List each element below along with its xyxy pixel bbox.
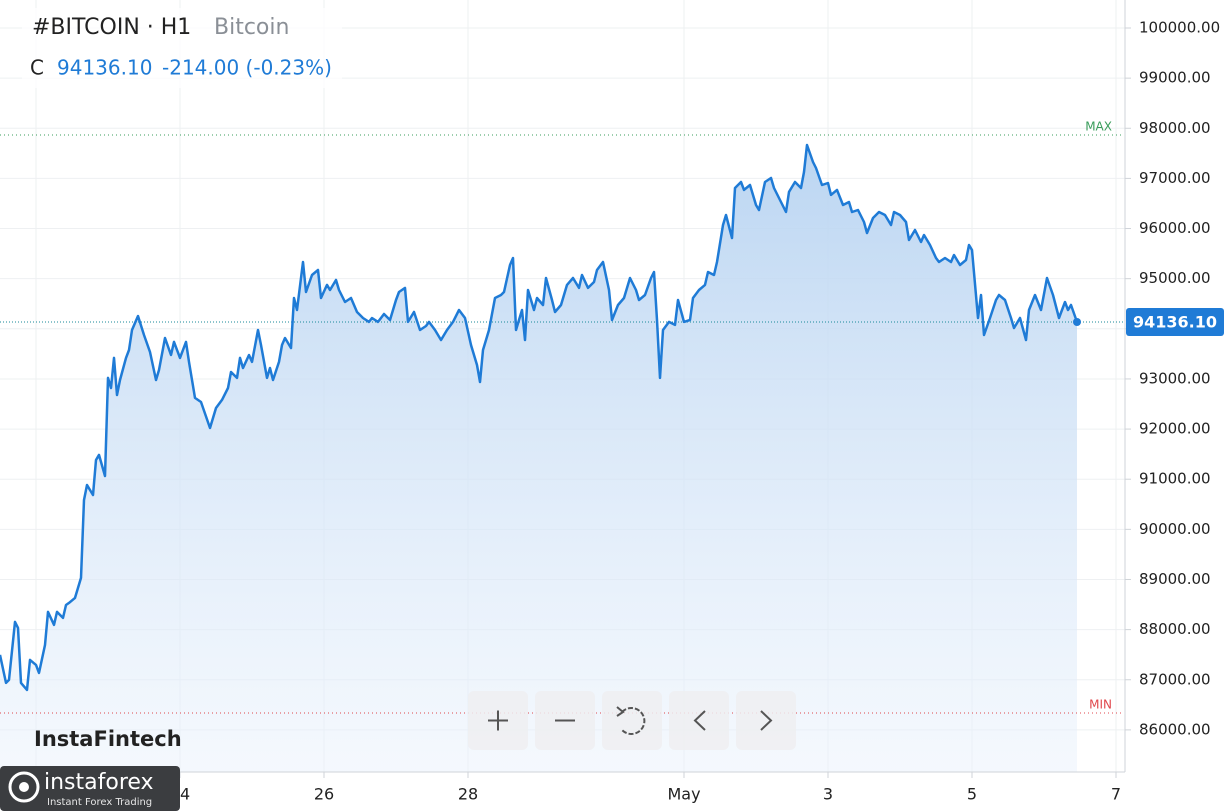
y-tick-label: 90000.00 bbox=[1139, 520, 1211, 538]
controls bbox=[468, 691, 796, 750]
change-value: -214.00 (-0.23%) bbox=[162, 56, 332, 80]
logo-icon-core bbox=[19, 782, 29, 792]
x-tick-label: 28 bbox=[458, 785, 478, 804]
x-tick-label: May bbox=[667, 785, 700, 804]
header: #BITCOIN · H1 Bitcoin C 94136.10 -214.00… bbox=[22, 8, 342, 88]
last-point bbox=[1073, 317, 1081, 326]
close-value: 94136.10 bbox=[57, 56, 152, 80]
logo-icon bbox=[8, 771, 40, 803]
min-label: MIN bbox=[1089, 697, 1112, 711]
logo-background bbox=[0, 766, 180, 811]
y-tick-label: 87000.00 bbox=[1139, 670, 1211, 688]
close-prefix: C bbox=[30, 56, 44, 80]
y-tick-label: 91000.00 bbox=[1139, 470, 1211, 488]
y-tick-label: 100000.00 bbox=[1139, 19, 1220, 37]
x-tick-label: 3 bbox=[823, 785, 833, 804]
plot: MAX MIN bbox=[0, 119, 1125, 772]
y-tick-label: 93000.00 bbox=[1139, 369, 1211, 387]
zoom-out-button[interactable] bbox=[535, 691, 595, 750]
y-tick-label: 89000.00 bbox=[1139, 570, 1211, 588]
scroll-left-button[interactable] bbox=[669, 691, 729, 750]
close-badge bbox=[1126, 307, 1224, 336]
logo-tagline: Instant Forex Trading bbox=[47, 797, 152, 808]
zoom-in-button[interactable] bbox=[468, 691, 528, 750]
close-badge-label: 94136.10 bbox=[1133, 312, 1217, 331]
y-tick-label: 95000.00 bbox=[1139, 269, 1211, 287]
x-tick-label: 26 bbox=[314, 785, 334, 804]
price-line bbox=[0, 143, 1079, 692]
x-tick-label: 5 bbox=[967, 785, 977, 804]
chart-title: #BITCOIN · H1 bbox=[32, 15, 191, 40]
branding: InstaFintech instaforex Instant Forex Tr… bbox=[0, 727, 182, 811]
y-tick-label: 86000.00 bbox=[1139, 720, 1211, 738]
x-tick-label: 7 bbox=[1111, 785, 1121, 804]
area bbox=[0, 145, 1077, 772]
y-tick-label: 96000.00 bbox=[1139, 219, 1211, 237]
y-tick-label: 97000.00 bbox=[1139, 169, 1211, 187]
y-tick-label: 92000.00 bbox=[1139, 420, 1211, 438]
reset-button[interactable] bbox=[602, 691, 662, 750]
y-tick-label: 98000.00 bbox=[1139, 119, 1211, 137]
logo-text: instaforex bbox=[44, 770, 154, 795]
chart-subtitle: Bitcoin bbox=[214, 15, 289, 40]
watermark: InstaFintech bbox=[34, 727, 182, 751]
max-label: MAX bbox=[1085, 119, 1112, 133]
y-tick-label: 88000.00 bbox=[1139, 620, 1211, 638]
header-background bbox=[22, 8, 342, 88]
scroll-right-button[interactable] bbox=[736, 691, 796, 750]
y-tick-label: 99000.00 bbox=[1139, 69, 1211, 87]
